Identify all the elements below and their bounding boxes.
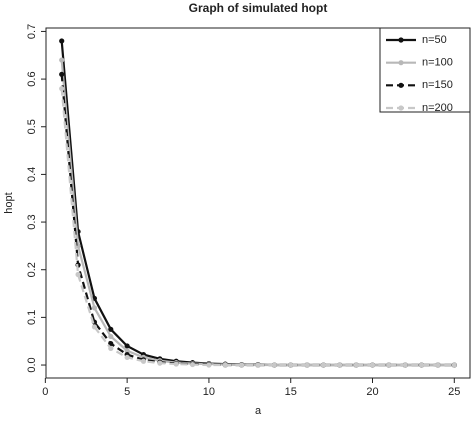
legend-label: n=100 (422, 57, 453, 69)
data-point (59, 71, 65, 77)
data-point (59, 86, 65, 92)
y-tick-label: 0.0 (26, 357, 38, 372)
y-tick-label: 0.6 (26, 71, 38, 86)
x-tick-label: 25 (448, 386, 460, 398)
legend-box (379, 27, 471, 113)
legend-label: n=50 (422, 34, 447, 46)
data-point (108, 333, 114, 340)
data-point (255, 362, 261, 368)
data-point (140, 358, 147, 364)
data-point (59, 38, 65, 44)
legend-marker (398, 105, 404, 111)
data-point (222, 362, 228, 368)
y-tick-label: 0.1 (26, 310, 38, 325)
data-point (353, 362, 359, 368)
series-line (60, 74, 455, 367)
x-tick-label: 20 (366, 386, 378, 398)
y-tick-label: 0.5 (26, 119, 38, 134)
legend-label: n=150 (422, 79, 453, 91)
y-tick-label: 0.7 (26, 24, 38, 39)
legend-label: n=200 (422, 102, 453, 114)
data-point (451, 362, 457, 368)
data-point (124, 348, 130, 354)
data-point (206, 362, 212, 368)
data-point (239, 362, 245, 368)
x-tick-label: 15 (285, 386, 297, 398)
x-tick-label: 0 (42, 386, 48, 398)
data-point (386, 362, 392, 368)
x-tick-label: 5 (124, 386, 130, 398)
legend-marker (398, 37, 404, 43)
plot-frame (45, 27, 471, 379)
data-point (271, 362, 277, 368)
data-point (435, 362, 441, 368)
legend-marker (398, 60, 404, 66)
chart-title: Graph of simulated hopt (189, 1, 328, 15)
data-point (369, 362, 376, 368)
y-tick-label: 0.4 (26, 167, 38, 182)
legend-marker (398, 82, 404, 88)
data-point (124, 343, 130, 349)
data-point (320, 362, 327, 368)
data-point (402, 362, 408, 368)
data-point (288, 362, 294, 368)
data-point (91, 305, 98, 311)
y-tick-label: 0.3 (26, 214, 38, 229)
data-point (418, 362, 425, 368)
data-point (108, 326, 114, 332)
data-point (173, 361, 179, 367)
data-point (189, 361, 196, 368)
data-point (124, 354, 130, 361)
data-point (91, 324, 98, 330)
data-point (75, 271, 81, 278)
data-point (59, 57, 65, 63)
y-axis-label: hopt (3, 192, 15, 213)
x-axis-label: a (255, 405, 262, 417)
series-line (60, 88, 455, 367)
y-tick-label: 0.2 (26, 262, 38, 277)
data-point (304, 362, 310, 368)
data-point (157, 360, 163, 366)
data-point (337, 362, 343, 368)
x-tick-label: 10 (203, 386, 215, 398)
data-point (108, 345, 114, 351)
